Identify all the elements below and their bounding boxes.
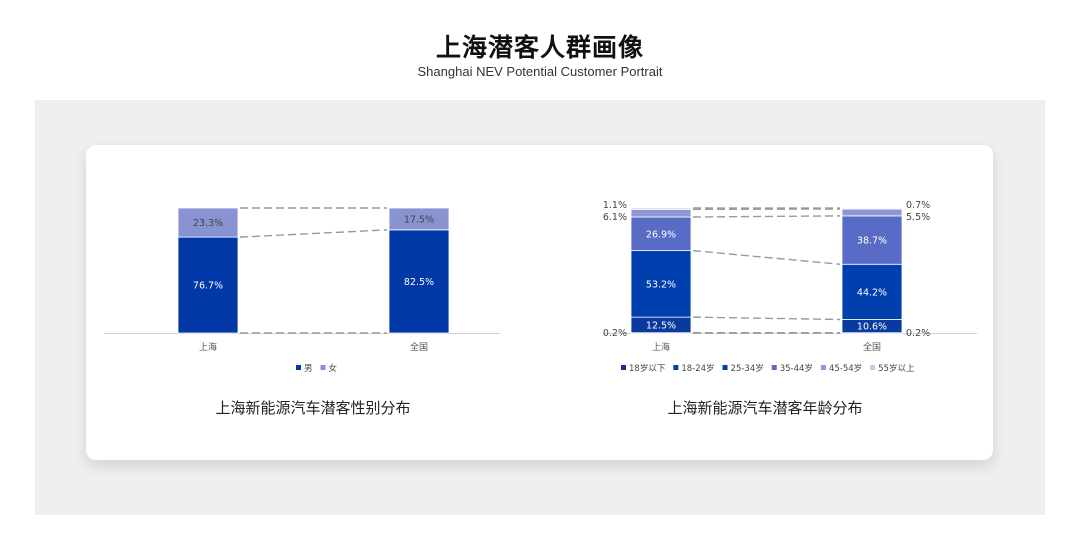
x-tick-label: 上海 (652, 341, 670, 353)
legend-label: 女 (329, 363, 338, 374)
gender-chart: 上海 全国 76.7% 23.3% 82.5% 17.5% 男 女 (104, 207, 500, 374)
data-label: 53.2% (646, 279, 676, 290)
legend-swatch (820, 365, 826, 370)
legend-label: 18岁以下 (629, 363, 666, 374)
legend-swatch (320, 365, 326, 370)
page-subtitle: Shanghai NEV Potential Customer Portrait (417, 64, 663, 79)
data-label: 0.7% (906, 200, 930, 211)
bar-segment-5 (630, 207, 692, 210)
connector-line (239, 229, 388, 238)
bar-segment-1 (388, 207, 450, 231)
bar-segment-4 (630, 208, 692, 218)
legend-swatch (771, 365, 777, 370)
data-label: 44.2% (857, 287, 887, 298)
data-label: 12.5% (646, 320, 676, 331)
data-label: 38.7% (857, 236, 887, 247)
legend-swatch (722, 365, 728, 370)
data-label: 1.1% (603, 200, 627, 211)
bar-segment-5 (841, 207, 903, 210)
page-title: 上海潜客人群画像 (435, 33, 644, 62)
data-label: 0.2% (603, 328, 627, 339)
bar-segment-3 (630, 216, 692, 252)
data-label: 76.7% (193, 281, 223, 292)
data-label: 82.5% (404, 277, 434, 288)
legend-swatch (296, 365, 301, 370)
bar-segment-0 (177, 236, 239, 334)
data-label: 10.6% (857, 322, 887, 333)
connector-line (692, 215, 841, 218)
legend-label: 35-44岁 (780, 363, 813, 374)
data-label: 5.5% (906, 212, 930, 223)
data-label: 23.3% (193, 218, 223, 229)
legend-swatch (673, 365, 679, 370)
bar-segment-4 (841, 208, 903, 217)
data-label: 0.2% (906, 328, 930, 339)
bar-segment-2 (630, 250, 692, 318)
x-tick-label: 全国 (863, 341, 881, 353)
data-label: 26.9% (646, 229, 676, 240)
legend-label: 男 (304, 364, 313, 374)
legend-label: 18-24岁 (681, 363, 714, 374)
chart-card: 上海 全国 76.7% 23.3% 82.5% 17.5% 男 女 上海 全国 12.5% 53.2… (86, 145, 993, 460)
data-label: 6.1% (603, 212, 627, 223)
legend-label: 25-34岁 (731, 363, 764, 374)
x-tick-label: 上海 (199, 341, 217, 353)
age-chart: 上海 全国 12.5% 53.2% 26.9% 0.2% 6.1%1.1% 10.6% 44.2… (603, 200, 977, 374)
connector-line (692, 249, 841, 265)
legend-swatch (621, 365, 626, 370)
bar-segment-1 (177, 207, 239, 238)
gender-chart-caption: 上海新能源汽车潜客性别分布 (215, 399, 411, 417)
data-label: 17.5% (404, 214, 434, 225)
legend-label: 55岁以上 (878, 363, 915, 374)
bar-segment-0 (388, 229, 450, 334)
legend-label: 45-54岁 (829, 363, 862, 374)
legend-swatch (870, 365, 876, 370)
age-chart-caption: 上海新能源汽车潜客年龄分布 (667, 399, 863, 417)
bar-segment-2 (841, 263, 903, 320)
connector-line (692, 316, 841, 321)
x-tick-label: 全国 (410, 341, 428, 353)
